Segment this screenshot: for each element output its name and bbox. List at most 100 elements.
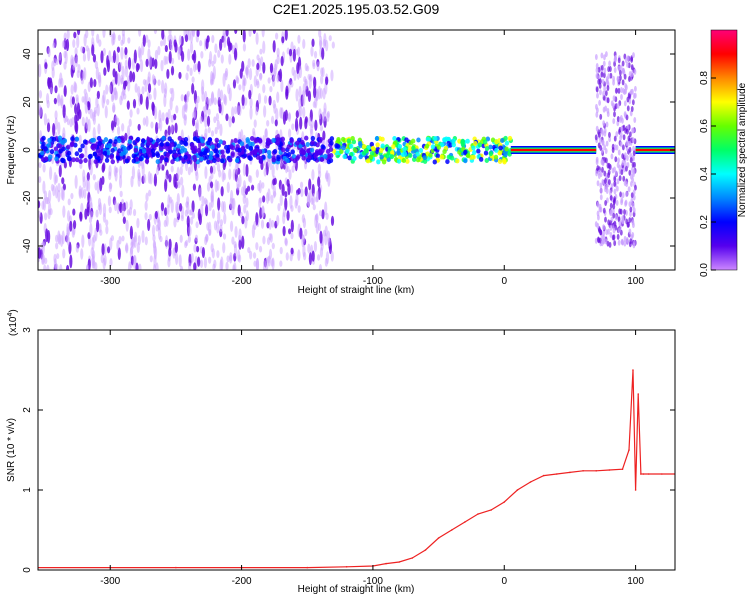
heatmap-cell	[208, 202, 212, 212]
heatmap-cell	[129, 225, 133, 240]
heatmap-cell	[248, 30, 252, 38]
heatmap-cell	[251, 59, 255, 67]
heatmap-cell	[262, 259, 267, 270]
heatmap-cell	[153, 241, 157, 256]
heatmap-cell	[609, 224, 613, 231]
heatmap-cell	[415, 151, 420, 157]
heatmap-cell	[154, 58, 158, 70]
heatmap-cell	[199, 259, 204, 268]
heatmap-cell	[346, 138, 352, 144]
spectrogram-xtick-label: 100	[627, 276, 644, 287]
heatmap-cell	[484, 157, 489, 163]
heatmap-cell	[219, 158, 225, 164]
heatmap-cell	[258, 149, 263, 155]
heatmap-cell	[324, 172, 329, 180]
heatmap-cell	[631, 161, 635, 168]
heatmap-cell	[219, 38, 223, 51]
heatmap-cell	[71, 116, 75, 126]
heatmap-cell	[141, 86, 145, 95]
heatmap-cell	[183, 154, 188, 160]
heatmap-cell	[411, 145, 416, 151]
heatmap-cell	[84, 100, 88, 114]
heatmap-cell	[165, 116, 169, 125]
heatmap-cell	[296, 46, 301, 57]
heatmap-cell	[107, 195, 112, 207]
heatmap-cell	[204, 103, 208, 118]
heatmap-cell	[228, 116, 232, 128]
heatmap-cell	[117, 34, 121, 41]
second-carrier-line-core	[635, 148, 675, 152]
heatmap-cell	[185, 72, 189, 81]
heatmap-cell	[629, 238, 633, 245]
heatmap-cell	[368, 154, 374, 160]
heatmap-cell	[187, 154, 192, 160]
heatmap-cell	[629, 206, 633, 213]
heatmap-cell	[139, 93, 143, 105]
heatmap-cell	[217, 210, 221, 224]
heatmap-cell	[164, 235, 169, 249]
heatmap-cell	[129, 109, 133, 118]
heatmap-cell	[155, 159, 161, 165]
heatmap-cell	[300, 148, 305, 154]
heatmap-cell	[152, 264, 157, 270]
heatmap-cell	[387, 146, 392, 152]
heatmap-cell	[230, 151, 235, 157]
heatmap-cell	[213, 97, 217, 106]
heatmap-cell	[249, 250, 253, 260]
heatmap-cell	[252, 252, 257, 259]
heatmap-cell	[155, 166, 160, 176]
heatmap-cell	[199, 40, 203, 47]
heatmap-cell	[126, 100, 130, 110]
heatmap-cell	[304, 116, 308, 124]
heatmap-cell	[310, 140, 315, 146]
heatmap-cell	[595, 103, 598, 110]
heatmap-cell	[392, 135, 397, 141]
heatmap-cell	[272, 148, 278, 154]
heatmap-cell	[276, 47, 280, 58]
heatmap-cell	[621, 159, 625, 166]
heatmap-cell	[603, 54, 606, 61]
heatmap-cell	[279, 158, 283, 167]
heatmap-cell	[54, 117, 58, 130]
heatmap-cell	[170, 165, 174, 173]
heatmap-cell	[167, 257, 171, 268]
heatmap-cell	[147, 171, 151, 184]
heatmap-cell	[606, 97, 610, 104]
heatmap-cell	[599, 137, 603, 144]
heatmap-cell	[118, 175, 123, 189]
heatmap-cell	[238, 239, 242, 250]
heatmap-cell	[92, 53, 97, 63]
heatmap-cell	[625, 140, 629, 147]
heatmap-cell	[599, 194, 603, 201]
heatmap-cell	[317, 223, 321, 232]
heatmap-cell	[117, 138, 122, 144]
heatmap-cell	[596, 201, 600, 208]
heatmap-cell	[243, 77, 247, 87]
heatmap-cell	[75, 244, 79, 253]
heatmap-cell	[145, 58, 149, 68]
heatmap-cell	[263, 167, 267, 177]
heatmap-cell	[615, 144, 619, 151]
heatmap-cell	[602, 224, 605, 231]
heatmap-cell	[449, 155, 455, 161]
heatmap-cell	[165, 112, 169, 119]
heatmap-cell	[83, 157, 88, 163]
heatmap-cell	[82, 52, 87, 62]
heatmap-cell	[226, 181, 230, 194]
heatmap-cell	[51, 136, 57, 142]
heatmap-cell	[117, 148, 122, 154]
heatmap-cell	[179, 265, 184, 270]
heatmap-cell	[113, 199, 118, 212]
heatmap-cell	[628, 228, 632, 235]
heatmap-cell	[330, 215, 335, 227]
heatmap-cell	[253, 119, 257, 128]
heatmap-cell	[219, 123, 223, 137]
heatmap-cell	[284, 191, 288, 198]
heatmap-cell	[607, 73, 611, 80]
heatmap-cell	[290, 149, 295, 155]
heatmap-cell	[619, 229, 623, 236]
heatmap-cell	[361, 150, 367, 156]
heatmap-cell	[98, 223, 102, 234]
heatmap-cell	[193, 243, 197, 253]
colorbar-tick-label: 0.0	[699, 263, 710, 277]
